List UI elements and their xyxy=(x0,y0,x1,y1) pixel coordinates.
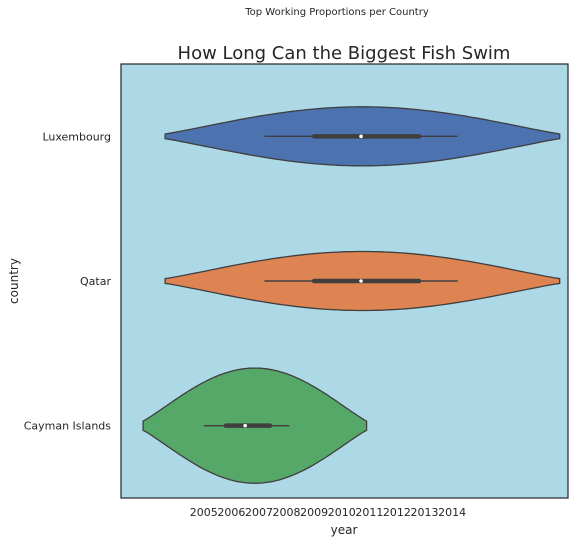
y-tick-label-luxembourg: Luxembourg xyxy=(42,130,111,143)
x-tick-labels: 2005 2006 2007 2008 2009 2010 2011 2012 2013 2014 xyxy=(190,506,466,519)
x-tick-label-2008: 2008 xyxy=(273,506,301,519)
x-tick-label-2009: 2009 xyxy=(300,506,328,519)
figure-suptitle: Top Working Proportions per Country xyxy=(244,7,429,18)
x-tick-label-2010: 2010 xyxy=(328,506,356,519)
y-tick-label-qatar: Qatar xyxy=(80,275,111,288)
y-axis-label: country xyxy=(7,258,21,304)
x-tick-label-2014: 2014 xyxy=(438,506,466,519)
x-tick-label-2013: 2013 xyxy=(411,506,439,519)
x-tick-label-2012: 2012 xyxy=(383,506,411,519)
median-luxembourg xyxy=(359,134,363,139)
x-axis-label: year xyxy=(331,523,358,537)
x-tick-label-2006: 2006 xyxy=(217,506,245,519)
median-cayman-islands xyxy=(243,423,247,428)
median-qatar xyxy=(359,279,363,283)
x-tick-label-2005: 2005 xyxy=(190,506,218,519)
y-tick-label-cayman-islands: Cayman Islands xyxy=(24,420,112,433)
x-tick-label-2011: 2011 xyxy=(355,506,383,519)
violins-layer xyxy=(142,106,561,484)
y-tick-labels: Luxembourg Qatar Cayman Islands xyxy=(24,130,112,432)
chart-title: How Long Can the Biggest Fish Swim xyxy=(178,43,511,64)
x-tick-label-2007: 2007 xyxy=(245,506,273,519)
